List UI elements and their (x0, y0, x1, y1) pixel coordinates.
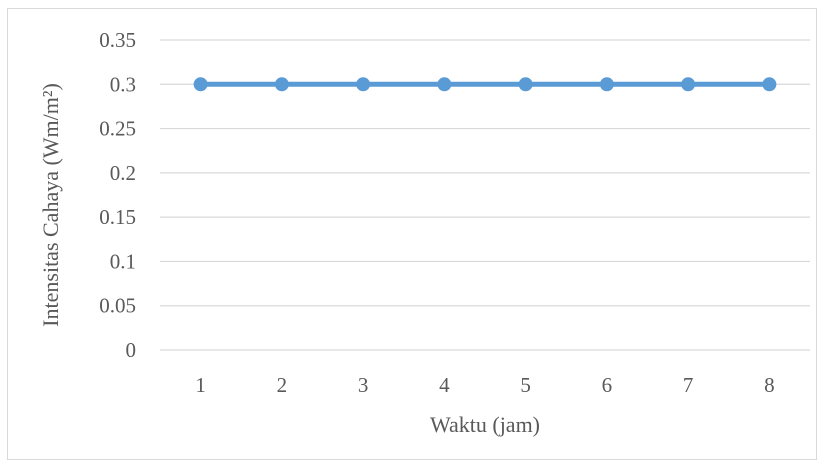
y-tick-label: 0.1 (110, 249, 136, 273)
x-tick-label: 5 (520, 373, 531, 397)
y-tick-label: 0.35 (99, 28, 136, 52)
x-axis-ticks: 1 2 3 4 5 6 7 8 (195, 373, 774, 397)
data-point (599, 77, 614, 92)
y-tick-label: 0.15 (99, 205, 136, 229)
x-tick-label: 7 (683, 373, 694, 397)
data-point (356, 77, 371, 92)
x-tick-label: 2 (277, 373, 288, 397)
y-tick-label: 0 (126, 338, 137, 362)
data-point (193, 77, 208, 92)
x-tick-label: 8 (764, 373, 775, 397)
y-tick-label: 0.2 (110, 161, 136, 185)
x-tick-label: 6 (602, 373, 613, 397)
x-tick-label: 4 (439, 373, 450, 397)
x-axis-title: Waktu (jam) (430, 412, 540, 437)
data-point (681, 77, 696, 92)
x-tick-label: 3 (358, 373, 369, 397)
y-tick-label: 0.3 (110, 72, 136, 96)
y-tick-label: 0.05 (99, 294, 136, 318)
y-tick-label: 0.25 (99, 117, 136, 141)
x-tick-label: 1 (195, 373, 206, 397)
data-point (274, 77, 289, 92)
data-point (762, 77, 777, 92)
series-group (193, 77, 777, 92)
data-point (437, 77, 452, 92)
y-axis-title: Intensitas Cahaya (Wm/m²) (38, 83, 63, 327)
data-point (518, 77, 533, 92)
y-axis-ticks: 0 0.05 0.1 0.15 0.2 0.25 0.3 0.35 (99, 28, 136, 362)
